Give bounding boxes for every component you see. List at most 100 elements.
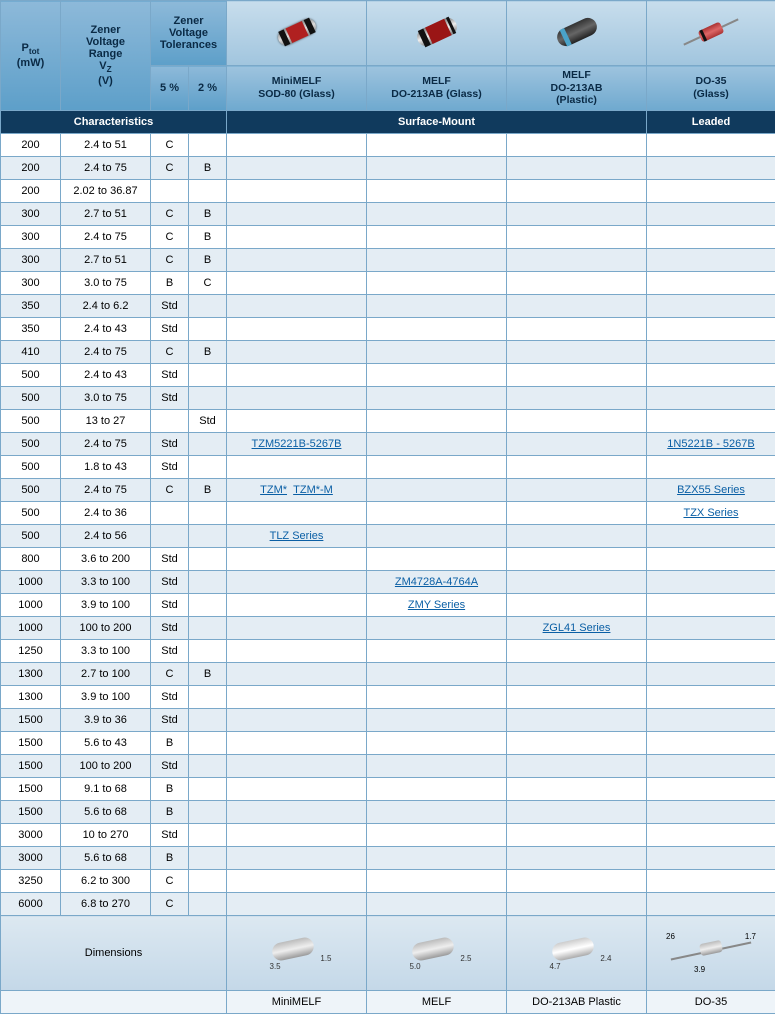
cell [151,410,189,433]
header-img-melf-plastic [507,1,647,66]
cell: C [151,226,189,249]
cell [367,548,507,571]
dim-name-do35: DO-35 [647,991,775,1014]
cell [647,318,775,341]
table-row: 5002.4 to 75StdTZM5221B-5267B1N5221B - 5… [1,433,775,456]
cell [647,893,775,916]
table-row: 30005.6 to 68B [1,847,775,870]
cell [367,318,507,341]
cell [367,272,507,295]
cell: B [151,847,189,870]
cell [647,686,775,709]
table-row: 3002.4 to 75CB [1,226,775,249]
cell [507,778,647,801]
cell: 300 [1,226,61,249]
cell: 500 [1,410,61,433]
cell [367,502,507,525]
cell [507,134,647,157]
cell [367,387,507,410]
cell [189,640,227,663]
cell: 9.1 to 68 [61,778,151,801]
dim-minimelf: 3.5 1.5 [227,916,367,991]
cell [647,456,775,479]
cell [189,387,227,410]
cell [189,617,227,640]
cell: B [151,272,189,295]
product-link[interactable]: TZM* [260,484,287,496]
cell: Std [151,387,189,410]
cell [367,479,507,502]
product-link[interactable]: TZM5221B-5267B [252,438,342,450]
cell [227,318,367,341]
table-row: 10003.3 to 100StdZM4728A-4764A [1,571,775,594]
cell: 1500 [1,755,61,778]
cell [507,479,647,502]
product-link[interactable]: BZX55 Series [677,484,745,496]
cell [367,847,507,870]
cell [189,433,227,456]
table-row: 3002.7 to 51CB [1,249,775,272]
cell: C [189,272,227,295]
table-row: 5003.0 to 75Std [1,387,775,410]
cell [367,295,507,318]
cell: 1500 [1,801,61,824]
cell: 200 [1,134,61,157]
product-link[interactable]: ZMY Series [408,599,465,611]
table-row: 5001.8 to 43Std [1,456,775,479]
cell [507,525,647,548]
cell [507,226,647,249]
cell: C [151,893,189,916]
cell: C [151,341,189,364]
cell [189,847,227,870]
table-row: 5002.4 to 36TZX Series [1,502,775,525]
cell [189,594,227,617]
product-link[interactable]: TLZ Series [270,530,324,542]
cell [189,778,227,801]
cell [647,226,775,249]
cell: 2.4 to 75 [61,479,151,502]
cell [647,571,775,594]
cell [189,801,227,824]
melf-glass-icon [414,14,460,48]
cell [507,410,647,433]
dimensions-label: Dimensions [1,916,227,991]
cell [189,318,227,341]
cell: C [151,134,189,157]
product-link[interactable]: TZM*-M [293,484,333,496]
cell [507,364,647,387]
cell [227,640,367,663]
cell: 1500 [1,778,61,801]
header-tolerances: Zener Voltage Tolerances [151,1,227,66]
table-row: 300010 to 270Std [1,824,775,847]
cell [647,732,775,755]
cell [367,226,507,249]
product-link[interactable]: TZX Series [683,507,738,519]
cell [647,157,775,180]
cell [647,180,775,203]
product-link[interactable]: ZM4728A-4764A [395,576,478,588]
cell [227,249,367,272]
cell: B [189,663,227,686]
table-row: 13003.9 to 100Std [1,686,775,709]
cell: 500 [1,502,61,525]
cell [507,318,647,341]
cell [367,364,507,387]
table-row: 15005.6 to 68B [1,801,775,824]
product-link[interactable]: 1N5221B - 5267B [667,438,754,450]
cell: 3.0 to 75 [61,387,151,410]
cell: 350 [1,318,61,341]
cell [367,686,507,709]
do35-icon [680,10,743,53]
cell: Std [189,410,227,433]
cell: Std [151,364,189,387]
cell [227,295,367,318]
cell [507,686,647,709]
header-tol-2: 2 % [189,66,227,111]
product-link[interactable]: ZGL41 Series [543,622,611,634]
cell [647,410,775,433]
dim-name-plastic: DO-213AB Plastic [507,991,647,1014]
cell [189,456,227,479]
cell: Std [151,709,189,732]
cell [189,686,227,709]
cell: Std [151,640,189,663]
